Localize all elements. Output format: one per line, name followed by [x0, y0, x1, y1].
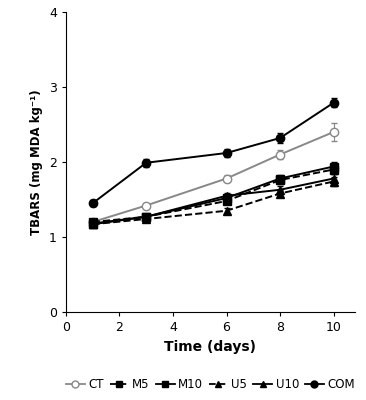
Legend: CT, M5, M10, U5, U10, COM: CT, M5, M10, U5, U10, COM: [66, 378, 355, 391]
X-axis label: Time (days): Time (days): [164, 340, 257, 354]
Y-axis label: TBARS (mg MDA kg⁻¹): TBARS (mg MDA kg⁻¹): [30, 89, 43, 235]
